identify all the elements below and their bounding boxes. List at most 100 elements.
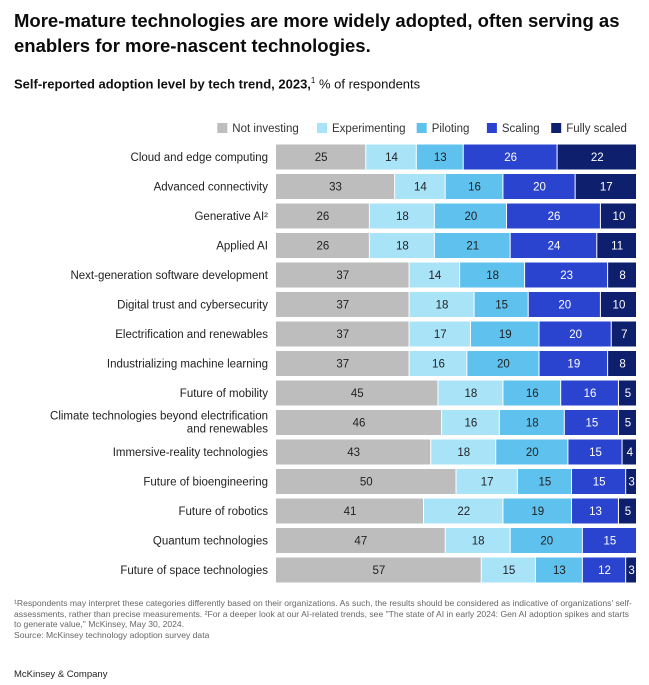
category-label: Industrializing machine learning xyxy=(107,359,268,371)
legend-label-scaling: Scaling xyxy=(502,123,540,135)
data-label-experimenting: 18 xyxy=(436,300,449,312)
data-label-scaling: 20 xyxy=(533,182,546,194)
bar-segment-scaling xyxy=(507,203,600,229)
data-label-piloting: 15 xyxy=(495,300,508,312)
bar-segment-fully-scaled xyxy=(600,292,636,317)
data-label-fully-scaled: 22 xyxy=(591,152,604,164)
data-label-experimenting: 18 xyxy=(457,447,470,459)
bar-segment-piloting xyxy=(499,410,564,435)
data-label-scaling: 19 xyxy=(567,359,580,371)
data-label-experimenting: 16 xyxy=(465,418,478,430)
data-label-piloting: 20 xyxy=(540,536,553,548)
data-label-not-investing: 41 xyxy=(344,506,357,518)
bar-segment-piloting xyxy=(460,262,525,288)
bar-segment-experimenting xyxy=(431,439,496,465)
category-label: Applied AI xyxy=(216,241,268,253)
bar-segment-experimenting xyxy=(456,469,517,494)
data-label-piloting: 20 xyxy=(497,359,510,371)
data-label-fully-scaled: 8 xyxy=(619,359,625,371)
bar-segment-fully-scaled xyxy=(611,321,636,347)
data-label-experimenting: 17 xyxy=(481,477,494,489)
category-label: Generative AI² xyxy=(194,211,268,223)
bar-segment-not-investing xyxy=(276,174,395,199)
bar-segment-experimenting xyxy=(442,410,499,435)
chart-subtitle: Self-reported adoption level by tech tre… xyxy=(14,76,420,91)
bar-segment-experimenting xyxy=(481,557,535,583)
bar-segment-piloting xyxy=(434,203,507,229)
bar-segment-fully-scaled xyxy=(622,439,636,465)
data-label-piloting: 19 xyxy=(531,506,544,518)
bar-segment-piloting xyxy=(517,469,572,494)
category-label: Future of mobility xyxy=(180,388,268,400)
bar-segment-not-investing xyxy=(276,439,431,465)
data-label-fully-scaled: 4 xyxy=(627,447,634,459)
data-label-piloting: 16 xyxy=(526,388,539,400)
legend-label-piloting: Piloting xyxy=(432,123,470,135)
bar-segment-not-investing xyxy=(276,528,445,553)
bar-segment-fully-scaled xyxy=(608,262,636,288)
bar-segment-scaling xyxy=(525,262,608,288)
bar-segment-piloting xyxy=(535,557,582,583)
data-label-experimenting: 17 xyxy=(434,329,447,341)
bar-segment-scaling xyxy=(503,174,575,199)
bar-segment-experimenting xyxy=(409,292,474,317)
data-label-experimenting: 22 xyxy=(457,506,470,518)
data-label-experimenting: 18 xyxy=(465,388,478,400)
bar-segment-scaling xyxy=(510,233,597,258)
category-label: Future of space technologies xyxy=(120,565,268,577)
data-label-scaling: 12 xyxy=(598,565,611,577)
bar-segment-scaling xyxy=(539,351,608,376)
bar-segment-not-investing xyxy=(276,203,369,229)
category-label: Future of bioengineering xyxy=(143,477,268,489)
data-label-not-investing: 45 xyxy=(351,388,364,400)
bar-segment-not-investing xyxy=(276,410,442,435)
data-label-fully-scaled: 5 xyxy=(625,388,631,400)
bar-segment-piloting xyxy=(510,528,582,553)
bar-segment-piloting xyxy=(470,321,539,347)
bar-segment-not-investing xyxy=(276,321,409,347)
bar-segment-not-investing xyxy=(276,292,409,317)
bar-segment-experimenting xyxy=(369,203,434,229)
data-label-scaling: 15 xyxy=(589,447,602,459)
data-label-fully-scaled: 10 xyxy=(613,300,626,312)
data-label-not-investing: 33 xyxy=(329,182,342,194)
data-label-piloting: 13 xyxy=(434,152,447,164)
bar-segment-experimenting xyxy=(424,498,503,524)
data-label-scaling: 24 xyxy=(548,241,561,253)
bar-segment-fully-scaled xyxy=(600,203,636,229)
data-label-fully-scaled: 10 xyxy=(613,211,626,223)
data-label-experimenting: 14 xyxy=(428,270,441,282)
data-label-piloting: 18 xyxy=(486,270,499,282)
data-label-scaling: 13 xyxy=(589,506,602,518)
data-label-scaling: 15 xyxy=(585,418,598,430)
legend-swatch-scaling xyxy=(486,123,497,133)
bar-segment-experimenting xyxy=(395,174,445,199)
data-label-fully-scaled: 8 xyxy=(619,270,625,282)
data-label-not-investing: 47 xyxy=(354,536,367,548)
bar-segment-fully-scaled xyxy=(597,233,636,258)
data-label-piloting: 20 xyxy=(465,211,478,223)
data-label-scaling: 26 xyxy=(504,152,517,164)
data-label-not-investing: 57 xyxy=(372,565,385,577)
data-label-experimenting: 14 xyxy=(385,152,398,164)
legend-swatch-not-investing xyxy=(217,123,228,133)
source-text: Source: McKinsey technology adoption sur… xyxy=(14,629,210,640)
bar-segment-experimenting xyxy=(369,233,434,258)
subtitle-unit: % of respondents xyxy=(315,76,421,92)
bar-segment-fully-scaled xyxy=(575,174,636,199)
bar-segment-scaling xyxy=(582,557,626,583)
data-label-fully-scaled: 5 xyxy=(625,418,631,430)
data-label-experimenting: 14 xyxy=(414,182,427,194)
footnote-text: ¹Respondents may interpret these categor… xyxy=(14,598,632,629)
data-label-not-investing: 26 xyxy=(317,211,330,223)
category-label: Next-generation software development xyxy=(70,270,268,282)
bar-segment-scaling xyxy=(561,380,618,406)
bar-segment-fully-scaled xyxy=(618,498,636,524)
subtitle-footnote-marker: 1 xyxy=(310,76,316,85)
data-label-scaling: 15 xyxy=(593,477,606,489)
legend-swatch-fully-scaled xyxy=(551,123,562,133)
data-label-scaling: 26 xyxy=(548,211,561,223)
bar-segment-piloting xyxy=(496,439,568,465)
category-label: Advanced connectivity xyxy=(154,182,269,194)
bar-segment-piloting xyxy=(434,233,510,258)
